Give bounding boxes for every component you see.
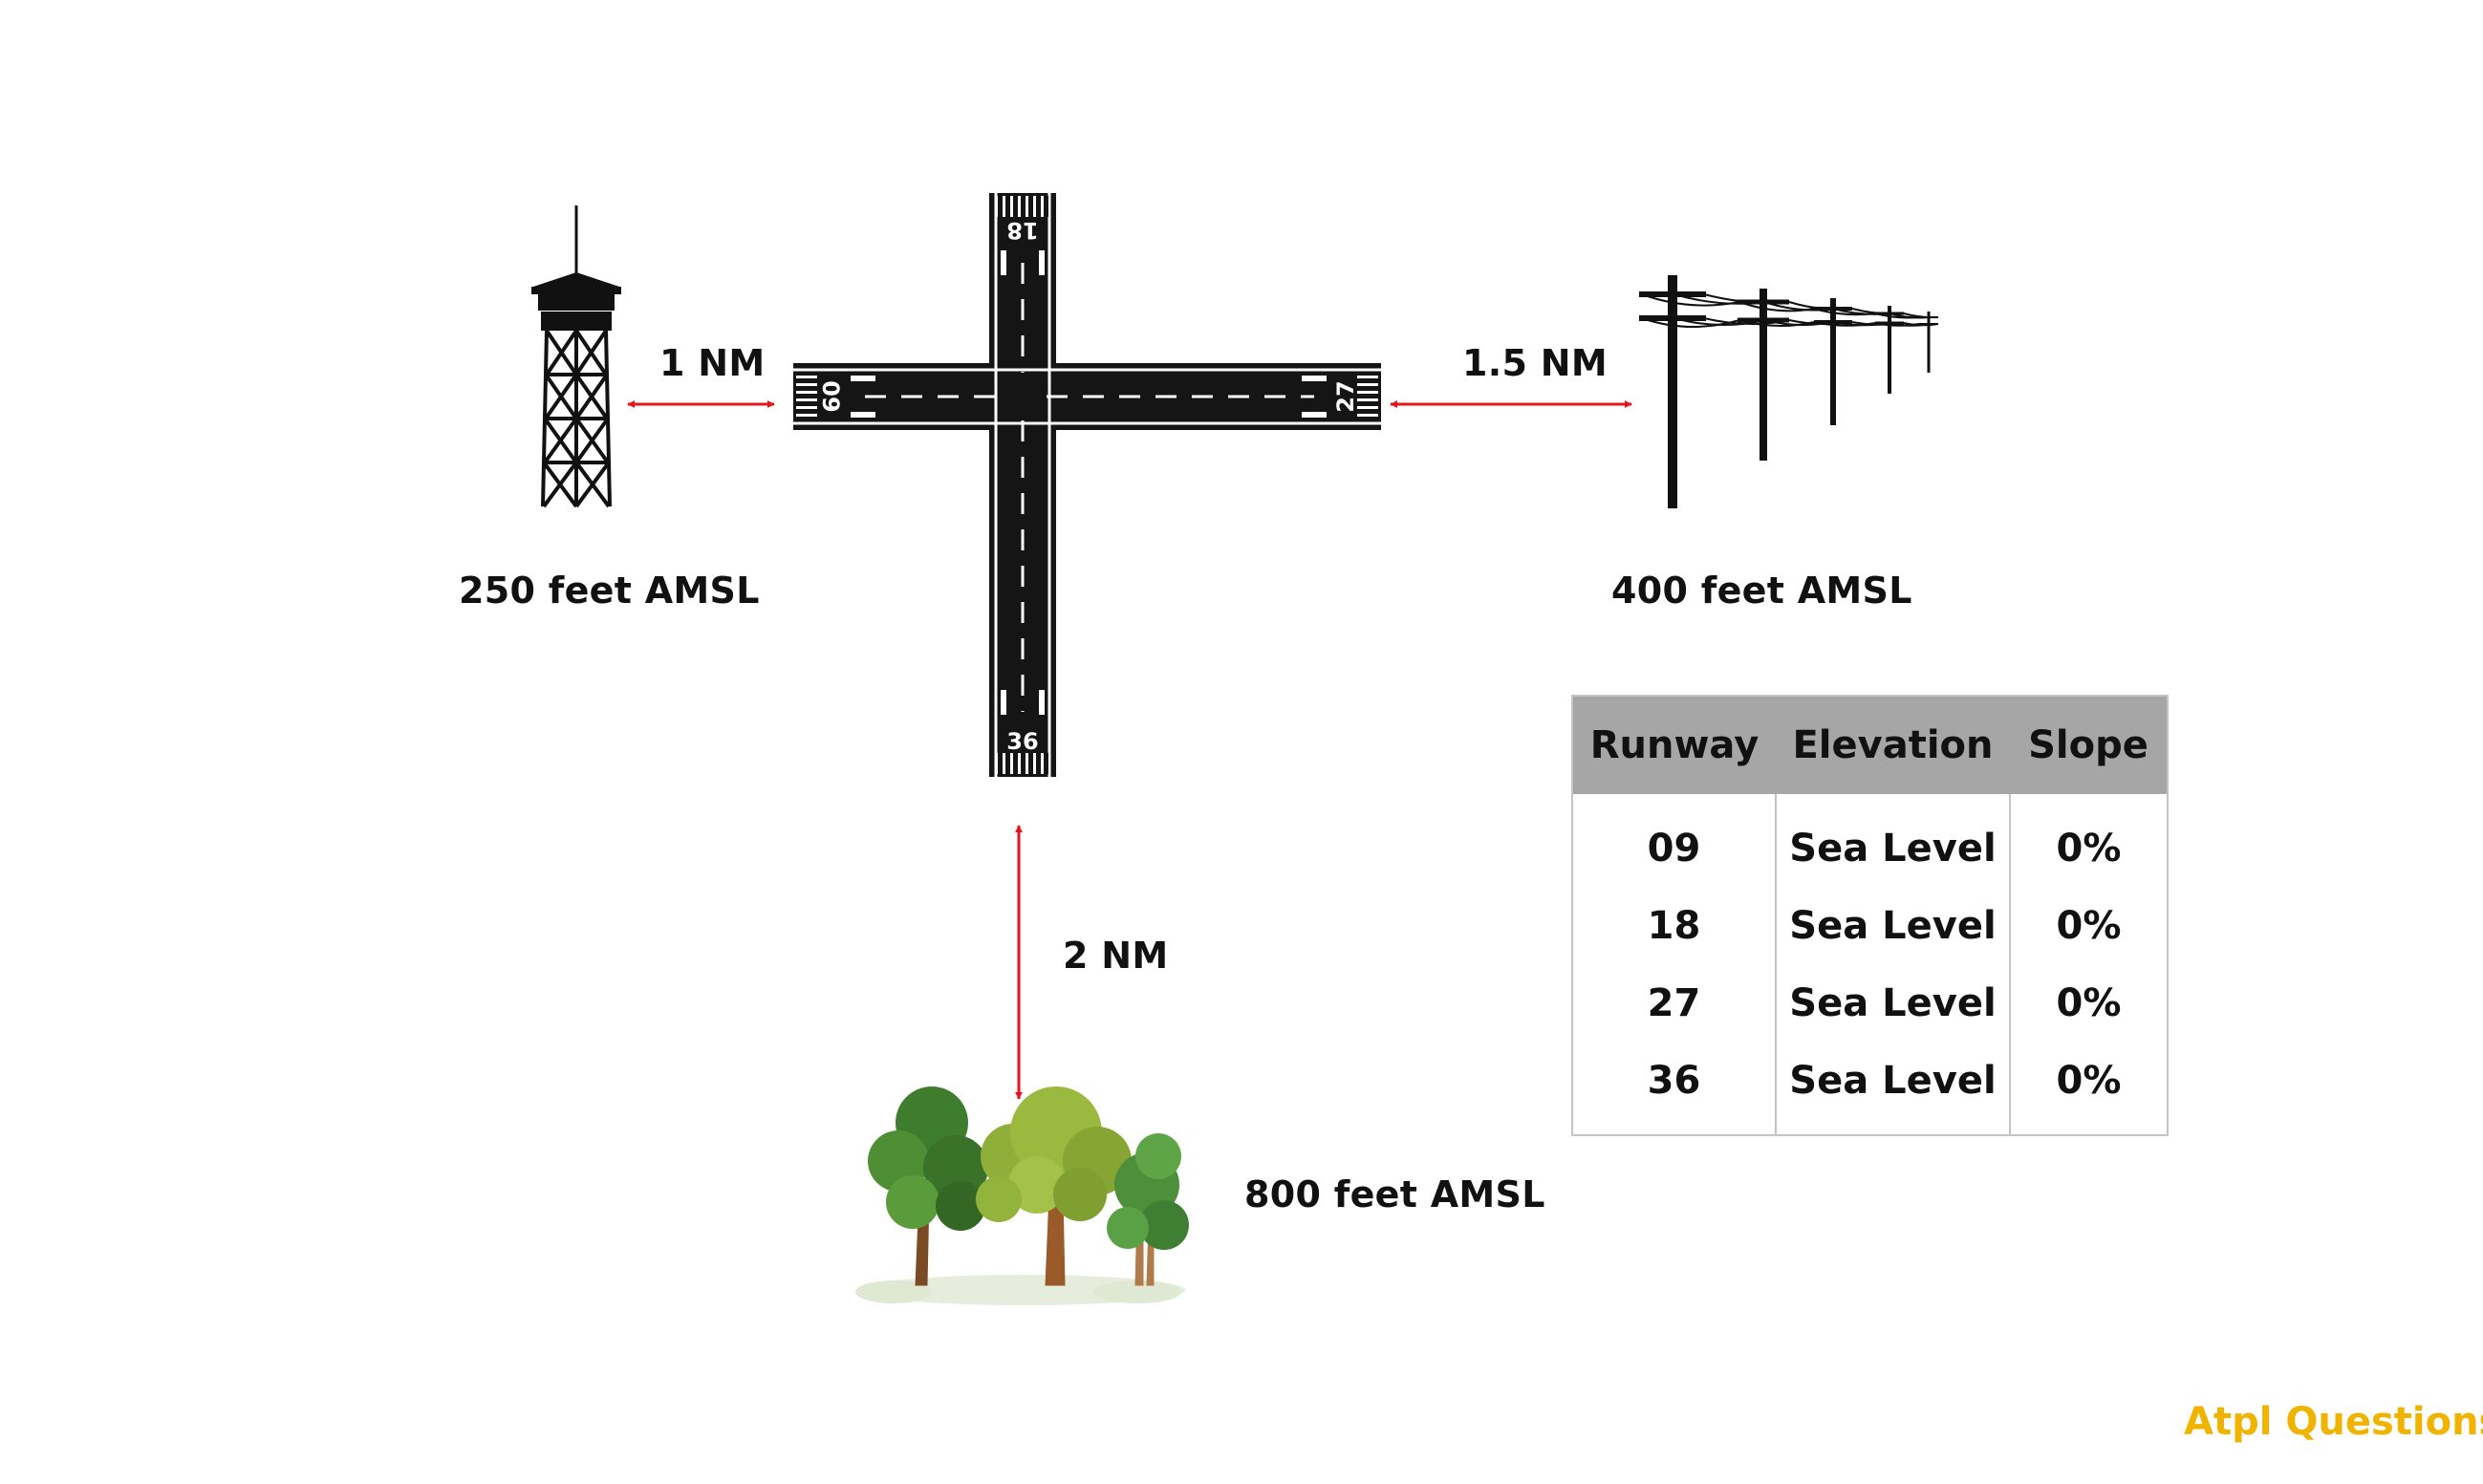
table-row: 36 Sea Level 0% — [1572, 1042, 2168, 1135]
header-elevation: Elevation — [1776, 696, 2010, 794]
table-header-row: Runway Elevation Slope — [1572, 696, 2168, 794]
table-row: 18 Sea Level 0% — [1572, 887, 2168, 964]
table-row: 09 Sea Level 0% — [1572, 794, 2168, 887]
cell-elevation: Sea Level — [1776, 964, 2011, 1042]
cell-slope: 0% — [2056, 903, 2122, 948]
distance-label-power-lines: 1.5 NM — [1462, 342, 1608, 384]
elevation-label-trees: 800 feet AMSL — [1244, 1173, 1545, 1215]
cell-runway: 36 — [1572, 1042, 1777, 1135]
cell-elevation: Sea Level — [1776, 794, 2011, 887]
cell-slope: 0% — [2056, 1058, 2122, 1103]
power-lines-icon — [1639, 275, 1939, 508]
brand-logo: Atpl Questions — [2184, 1400, 2483, 1444]
elevation-label-tower: 250 feet AMSL — [459, 570, 760, 612]
header-runway: Runway — [1572, 696, 1776, 794]
runway-number-27: 27 — [1332, 380, 1359, 412]
cell-runway: 27 — [1572, 964, 1777, 1042]
elevation-label-power-lines: 400 feet AMSL — [1611, 570, 1912, 612]
cell-elevation: Sea Level — [1776, 1042, 2011, 1135]
runway-table: Runway Elevation Slope 09 Sea Level 0% 1… — [1571, 695, 2169, 1136]
table-row: 27 Sea Level 0% — [1572, 964, 2168, 1042]
runway-cross: 18 36 09 27 — [793, 193, 1381, 777]
runway-number-18: 18 — [1006, 217, 1038, 244]
cell-runway: 09 — [1572, 794, 1777, 887]
distance-label-tower: 1 NM — [659, 342, 766, 384]
tower-icon — [531, 205, 621, 508]
cell-elevation: Sea Level — [1776, 887, 2011, 964]
cell-slope: 0% — [2056, 980, 2122, 1025]
cell-slope: 0% — [2056, 826, 2122, 871]
distance-arrows — [627, 400, 1632, 1100]
cell-runway: 18 — [1572, 887, 1777, 964]
runway-number-09: 09 — [817, 380, 844, 412]
trees-icon — [855, 1086, 1189, 1305]
distance-label-trees: 2 NM — [1063, 935, 1169, 977]
header-slope: Slope — [2010, 696, 2168, 794]
runway-number-36: 36 — [1006, 728, 1038, 755]
